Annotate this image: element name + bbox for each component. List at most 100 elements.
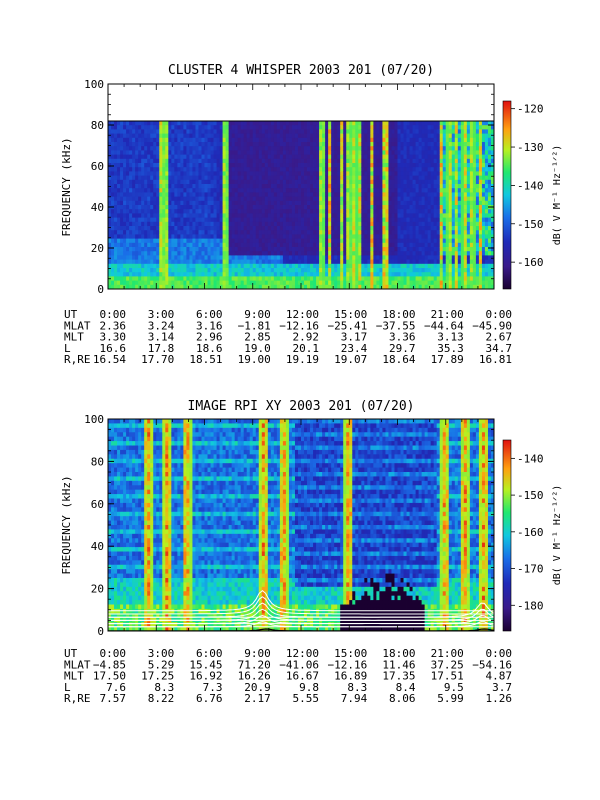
spectrogram-cell [219,188,223,193]
spectrogram-cell [382,272,386,277]
spectrogram-cell [463,213,468,218]
spectrogram-cell [225,184,230,189]
spectrogram-cell [258,259,263,265]
spectrogram-cell [385,163,389,168]
spectrogram-cell [123,213,127,218]
spectrogram-cell [120,154,124,160]
spectrogram-cell [234,163,239,168]
spectrogram-cell [343,226,347,231]
spectrogram-cell [412,142,416,147]
spectrogram-cell [207,146,211,151]
spectrogram-cell [186,268,190,273]
spectrogram-cell [466,238,471,244]
spectrogram-cell [153,263,157,269]
spectrogram-cell [183,129,187,134]
spectrogram-cell [117,255,121,260]
spectrogram-cell [195,238,199,244]
spectrogram-cell [313,184,317,189]
spectrogram-cell [117,196,121,202]
spectrogram-cell [114,234,118,239]
spectrogram-cell [361,263,365,269]
spectrogram-cell [159,234,163,239]
spectrogram-cell [114,268,118,273]
spectrogram-cell [291,276,296,281]
spectrogram-cell [183,276,187,281]
spectrogram-cell [297,205,302,210]
spectrogram-cell [346,205,350,210]
spectrogram-cell [337,142,341,147]
spectrogram-cell [442,247,447,252]
spectrogram-cell [153,255,157,260]
spectrogram-cell [322,263,326,269]
spectrogram-cell [391,125,395,130]
spectrogram-cell [177,150,181,155]
spectrogram-cell [279,276,284,281]
spectrogram-cell [264,150,269,155]
spectrogram-cell [319,142,323,147]
spectrogram-cell [150,167,154,172]
spectrogram-cell [421,263,426,269]
spectrogram-cell [123,251,127,256]
spectrogram-cell [385,121,389,126]
spectrogram-cell [270,230,275,235]
spectrogram-cell [412,247,416,252]
spectrogram-cell [282,179,287,185]
spectrogram-cell [337,175,341,181]
spectrogram-cell [466,137,471,143]
spectrogram-cell [352,129,356,134]
spectrogram-cell [373,221,377,227]
spectrogram-cell [252,179,257,185]
spectrogram-cell [186,226,190,231]
spectrogram-cell [385,238,389,244]
spectrogram-cell [373,234,377,239]
spectrogram-cell [240,268,245,273]
spectrogram-cell [243,221,248,227]
spectrogram-cell [412,255,416,260]
spectrogram-cell [237,213,242,218]
spectrogram-cell [436,209,441,214]
spectrogram-cell [364,259,368,265]
spectrogram-cell [421,217,426,223]
spectrogram-cell [261,171,266,176]
spectrogram-cell [246,188,251,193]
spectrogram-cell [391,121,395,126]
spectrogram-cell [138,255,142,260]
spectrogram-cell [325,167,329,172]
spectrogram-cell [436,146,441,151]
spectrogram-cell [454,154,459,160]
spectrogram-cell [349,200,353,206]
spectrogram-cell [394,200,398,206]
spectrogram-cell [385,259,389,265]
spectrogram-cell [466,150,471,155]
spectrogram-cell [322,150,326,155]
spectrogram-cell [147,217,151,223]
spectrogram-cell [355,226,359,231]
spectrogram-cell [111,146,115,151]
spectrogram-cell [364,268,368,273]
spectrogram-cell [171,150,175,155]
spectrogram-cell [288,142,293,147]
spectrogram-cell [421,234,426,239]
spectrogram-cell [325,150,329,155]
spectrogram-cell [237,284,242,289]
spectrogram-cell [270,121,275,126]
spectrogram-cell [165,242,169,248]
spectrogram-cell [379,259,383,265]
spectrogram-cell [370,158,374,164]
spectrogram-cell [159,209,163,214]
spectrogram-cell [409,221,413,227]
spectrogram-cell [180,188,184,193]
spectrogram-cell [198,125,202,130]
spectrogram-cell [382,137,386,143]
spectrogram-cell [379,154,383,160]
spectrogram-cell [153,276,157,281]
spectrogram-cell [162,121,166,126]
spectrogram-cell [153,200,157,206]
spectrogram-cell [108,146,112,151]
spectrogram-cell [297,196,302,202]
spectrogram-cell [150,121,154,126]
spectrogram-cell [183,184,187,189]
spectrogram-cell [415,280,420,286]
spectrogram-cell [267,154,272,160]
spectrogram-cell [126,213,130,218]
